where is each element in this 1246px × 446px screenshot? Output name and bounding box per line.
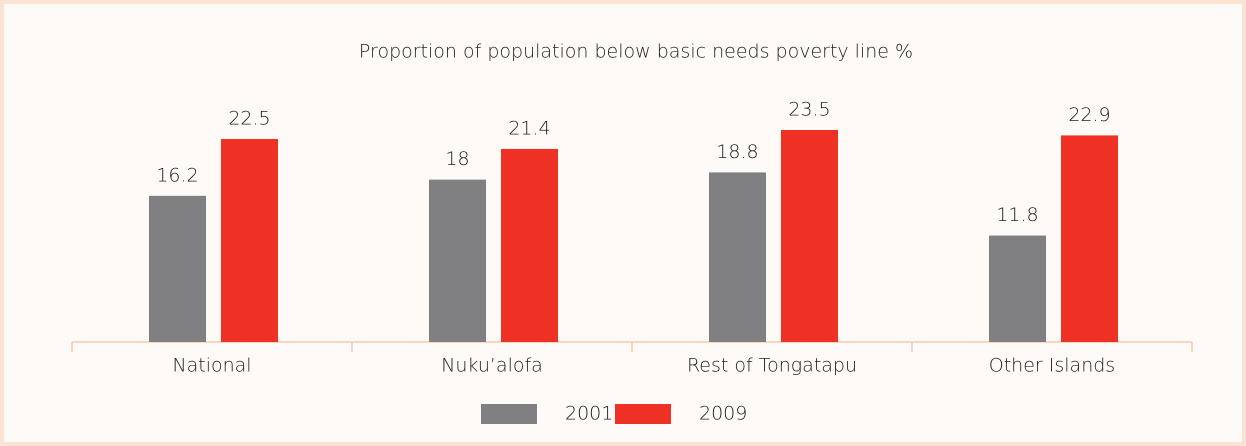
x-tick-label: Other Islands — [989, 355, 1115, 377]
legend-swatch — [481, 404, 537, 424]
bar — [781, 130, 838, 342]
bar — [149, 195, 206, 342]
bar — [501, 148, 558, 342]
value-label: 23.5 — [788, 99, 830, 121]
x-tick-label: National — [172, 355, 251, 377]
value-label: 11.8 — [996, 204, 1038, 226]
value-label: 18 — [445, 148, 469, 170]
chart-title: Proportion of population below basic nee… — [359, 41, 913, 63]
value-label: 21.4 — [508, 117, 550, 139]
x-tick-label: Nuku’alofa — [441, 355, 543, 377]
legend-label: 2009 — [699, 403, 747, 425]
value-label: 22.5 — [228, 108, 270, 130]
value-label: 18.8 — [716, 141, 758, 163]
bar — [989, 235, 1046, 342]
legend-label: 2001 — [565, 403, 613, 425]
bar — [1061, 135, 1118, 342]
x-tick-label: Rest of Tongatapu — [687, 355, 857, 377]
value-label: 22.9 — [1068, 104, 1110, 126]
bar — [221, 139, 278, 342]
legend-swatch — [615, 404, 671, 424]
bar — [429, 179, 486, 342]
value-label: 16.2 — [156, 164, 198, 186]
bar — [709, 172, 766, 342]
